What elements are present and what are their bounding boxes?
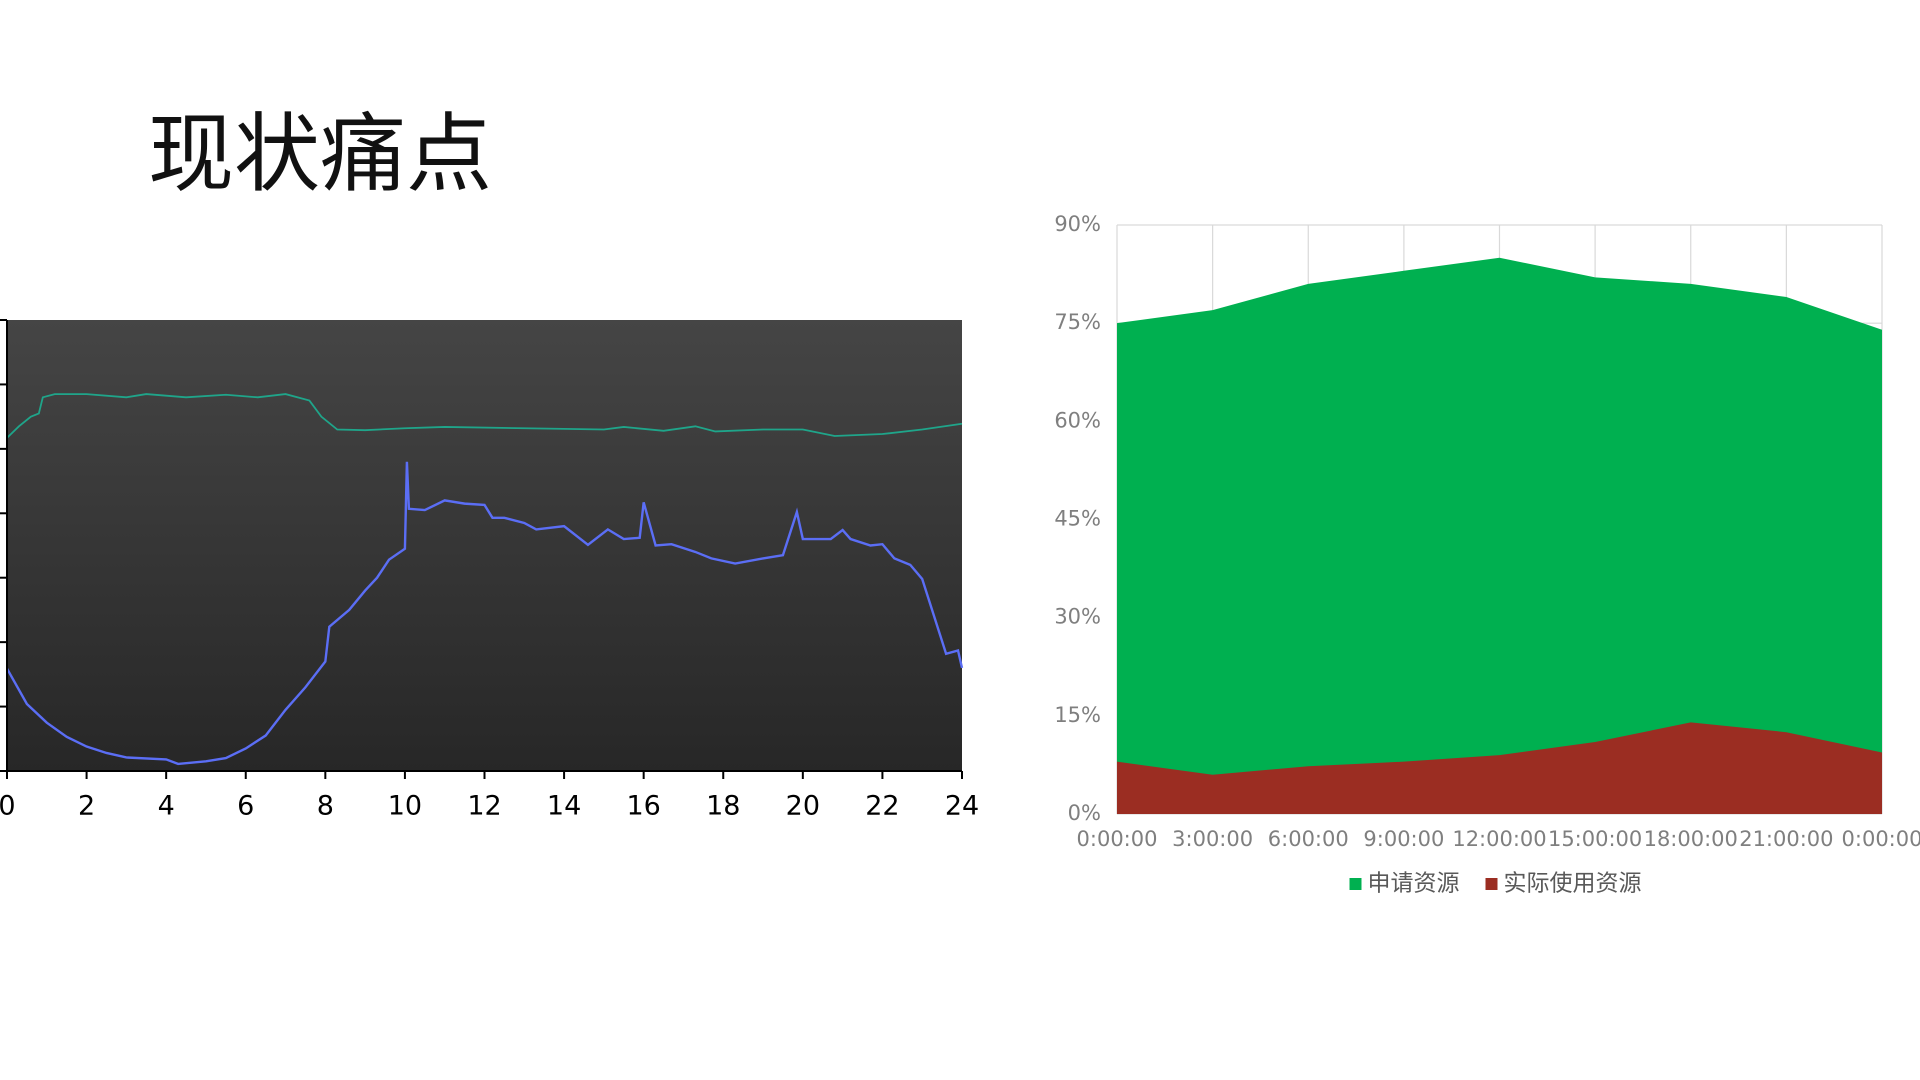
- legend-label: 申请资源: [1368, 871, 1460, 897]
- y-tick-label: 90%: [1054, 212, 1101, 236]
- legend-swatch: [1349, 878, 1362, 890]
- y-tick-label: 60%: [1054, 408, 1101, 432]
- x-tick-label: 24: [945, 791, 979, 822]
- x-tick-label: 2: [78, 791, 95, 822]
- x-tick-label: 18:00:00: [1644, 827, 1738, 851]
- x-tick-label: 22: [865, 791, 899, 822]
- legend-swatch: [1485, 878, 1498, 890]
- plot-background: [7, 320, 962, 771]
- y-tick-label: 0%: [1068, 801, 1101, 825]
- x-tick-label: 8: [317, 791, 334, 822]
- x-tick-label: 0: [0, 791, 16, 822]
- x-tick-label: 3:00:00: [1172, 827, 1253, 851]
- x-tick-label: 6: [237, 791, 254, 822]
- slide-title: 现状痛点: [148, 104, 492, 204]
- x-tick-label: 0:00:00: [1077, 827, 1158, 851]
- x-tick-label: 10: [388, 791, 422, 822]
- x-tick-label: 12:00:00: [1452, 827, 1546, 851]
- x-tick-label: 15:00:00: [1548, 827, 1642, 851]
- data-line: [6, 393, 963, 439]
- x-tick-label: 14: [547, 791, 581, 822]
- x-tick-label: 9:00:00: [1363, 827, 1444, 851]
- legend-label: 实际使用资源: [1504, 871, 1642, 897]
- x-tick-label: 6:00:00: [1268, 827, 1349, 851]
- x-tick-label: 0:00:00: [1842, 827, 1920, 851]
- x-tick-label: 18: [706, 791, 740, 822]
- x-tick-label: 4: [158, 791, 175, 822]
- x-tick-label: 12: [467, 791, 501, 822]
- x-tick-label: 20: [786, 791, 820, 822]
- y-tick-label: 75%: [1054, 310, 1101, 334]
- y-tick-label: 45%: [1054, 507, 1101, 531]
- area: [1117, 257, 1882, 814]
- y-tick-label: 30%: [1054, 605, 1101, 629]
- area: [1117, 722, 1882, 814]
- y-tick-label: 15%: [1054, 703, 1101, 727]
- x-tick-label: 21:00:00: [1739, 827, 1833, 851]
- data-line: [5, 461, 964, 766]
- x-tick-label: 16: [626, 791, 660, 822]
